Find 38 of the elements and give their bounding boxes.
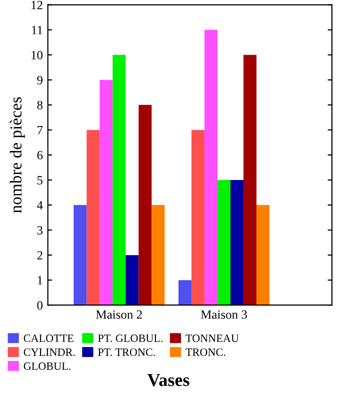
y-tick-label: 1 bbox=[38, 276, 42, 284]
y-tick-label: 8 bbox=[37, 100, 43, 110]
bar bbox=[74, 205, 87, 306]
bar bbox=[204, 30, 218, 306]
y-tick-label: 7 bbox=[38, 126, 43, 134]
y-tick-label: 2 bbox=[37, 251, 42, 260]
bar bbox=[152, 205, 165, 306]
legend-label: TRONC. bbox=[186, 348, 226, 356]
legend-label: PT. GLOBUL. bbox=[98, 334, 163, 342]
y-tick-label: 12 bbox=[32, 0, 42, 10]
y-tick-label: 10 bbox=[32, 50, 43, 60]
legend-label: CYLINDR. bbox=[24, 348, 75, 356]
y-tick-label: 5 bbox=[37, 176, 43, 184]
bar bbox=[230, 180, 244, 306]
legend-label: TONNEAU bbox=[186, 334, 239, 342]
bar bbox=[178, 280, 192, 306]
bar bbox=[191, 130, 204, 306]
x-axis-title: Vases bbox=[147, 374, 190, 386]
y-tick-label: 6 bbox=[37, 151, 43, 160]
bar bbox=[100, 80, 113, 306]
bar bbox=[217, 180, 230, 306]
bar bbox=[243, 54, 256, 306]
x-tick-label: Maison 2 bbox=[96, 310, 142, 319]
bar bbox=[112, 54, 126, 306]
legend-label: CALOTTE bbox=[24, 334, 74, 342]
y-tick-label: 0 bbox=[37, 301, 43, 310]
legend-label: PT. TRONC. bbox=[98, 348, 155, 356]
y-axis-title: nombre de pièces bbox=[10, 97, 25, 213]
y-tick-label: 3 bbox=[37, 226, 43, 235]
y-tick-label: 11 bbox=[32, 26, 42, 34]
bar bbox=[138, 104, 152, 306]
y-tick-label: 4 bbox=[36, 201, 43, 210]
bar bbox=[86, 130, 100, 306]
legend-label: GLOBUL. bbox=[24, 362, 70, 370]
y-tick-label: 9 bbox=[37, 76, 42, 84]
x-tick-label: Maison 3 bbox=[200, 310, 247, 319]
bar bbox=[256, 205, 270, 306]
bar bbox=[126, 255, 139, 306]
